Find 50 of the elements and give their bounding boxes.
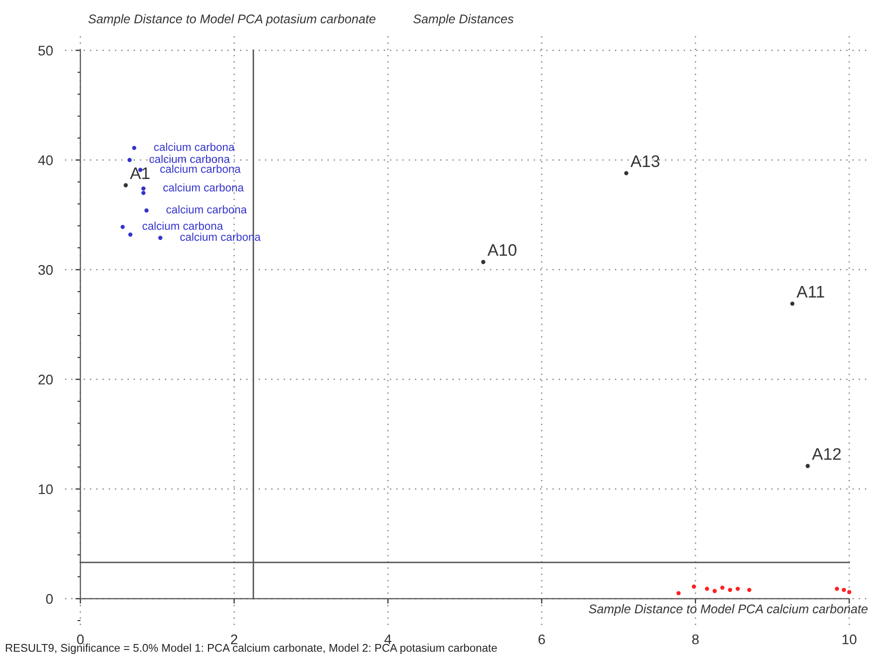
point <box>141 190 146 195</box>
x-tick-label: 4 <box>384 634 392 644</box>
y-tick-label: 50 <box>38 46 53 56</box>
point <box>728 588 732 592</box>
x-tick-label: 10 <box>842 634 856 644</box>
point <box>747 588 752 592</box>
annotation: calcium carbona <box>142 222 224 230</box>
annotation: A13 <box>630 155 660 168</box>
x-tick-label: 0 <box>77 634 84 644</box>
point <box>158 236 162 240</box>
annotation: calcium carbona <box>160 164 241 173</box>
point <box>128 158 132 162</box>
point <box>834 586 840 591</box>
point <box>712 588 717 594</box>
point <box>128 232 132 237</box>
point <box>790 302 794 306</box>
annotation: calcium carbona <box>154 142 235 151</box>
point <box>704 586 710 591</box>
y-axis-title: Sample Distance to Model PCA potasium carbonate <box>88 14 376 26</box>
y-tick-label: 20 <box>38 374 53 385</box>
text: RESULT9, Significance = 5.0% Model 1: PCA calcium carbonate, Model 2: PCA potasium carbonate <box>6 644 497 654</box>
chart-title: Sample Distances <box>413 14 514 26</box>
y-tick-label: 0 <box>46 594 53 604</box>
x-tick-label: 2 <box>230 634 238 644</box>
annotation: calcium carbona <box>166 205 247 214</box>
x-tick-label: 6 <box>538 634 545 644</box>
y-tick-label: 10 <box>38 484 53 494</box>
point <box>132 146 136 150</box>
annotation: A12 <box>812 448 841 460</box>
annotation: A10 <box>487 244 516 256</box>
point <box>124 183 128 188</box>
x-axis-title: Sample Distance to Model PCA calcium carbonate <box>588 604 868 616</box>
x-tick-label: 8 <box>692 634 699 644</box>
annotation: calcium carbona <box>150 154 230 163</box>
annotation: A1 <box>130 168 150 180</box>
point <box>842 588 846 592</box>
point <box>120 224 125 229</box>
point <box>141 186 146 191</box>
point <box>676 591 681 596</box>
point <box>806 464 810 468</box>
annotation: calcium carbona <box>163 183 244 192</box>
y-tick-label: 40 <box>38 155 53 166</box>
point <box>624 171 628 176</box>
annotation: A11 <box>796 286 824 298</box>
point <box>481 260 486 264</box>
point <box>144 208 149 213</box>
point <box>847 590 852 594</box>
point <box>720 586 724 590</box>
point <box>736 586 740 591</box>
y-tick-label: 30 <box>38 265 53 275</box>
